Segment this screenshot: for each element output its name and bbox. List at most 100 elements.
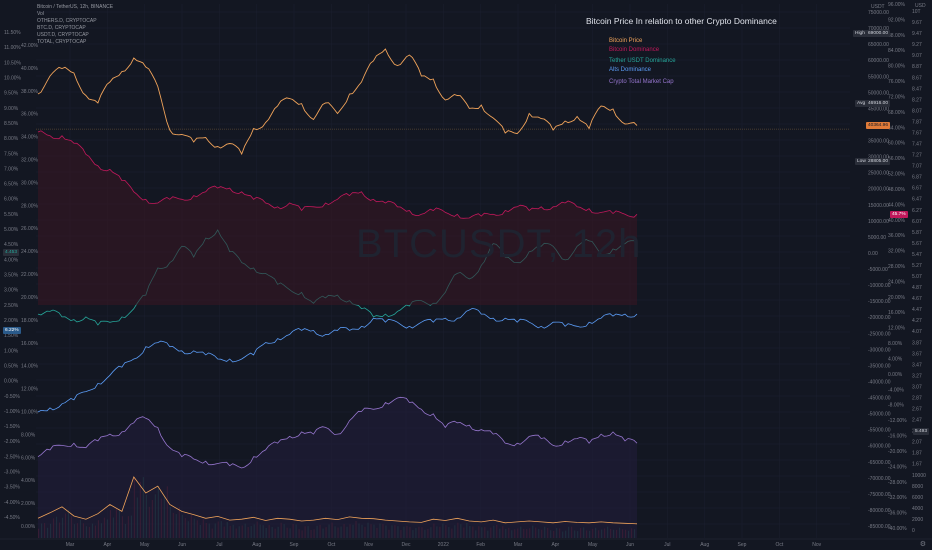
axis-left-outer-tick: 6.50% (4, 182, 19, 188)
axis-price-tick: -35000.00 (868, 363, 891, 369)
axis-pct-tick: 0.00% (888, 372, 903, 378)
axis-price-tick: 55000.00 (868, 74, 889, 80)
axis-pct-tick: 96.00% (888, 2, 906, 8)
indicator-legend-vol[interactable]: Vol (37, 11, 44, 17)
annotation-alts-dominance: Alts Dominance (609, 67, 652, 73)
axis-left-outer-tick: 1.50% (4, 333, 19, 339)
axis-pct-tick: 76.00% (888, 79, 906, 85)
axis-price-tick: -55000.00 (868, 428, 891, 434)
axis-price-tick: 25000.00 (868, 171, 889, 177)
axis-pct-tick: 20.00% (888, 295, 906, 301)
axis-usd-tick: 3.47 (912, 362, 922, 368)
axis-price-tick: -75000.00 (868, 492, 891, 498)
axis-left-outer-tick: 1.00% (4, 348, 19, 354)
x-tick-label: May (140, 542, 150, 548)
x-tick-label: Aug (700, 542, 709, 548)
axis-left-outer-tick: 2.00% (4, 318, 19, 324)
x-tick-label: Dec (402, 542, 411, 548)
axis-price-tick: -85000.00 (868, 524, 891, 530)
axis-usd-tick: 7.87 (912, 119, 922, 125)
axis-price-tick: 10000.00 (868, 219, 889, 225)
settings-gear-icon[interactable]: ⚙ (919, 541, 926, 548)
axis-usd-tick: 6.07 (912, 219, 922, 225)
axis-usd-tick: 4.07 (912, 329, 922, 335)
indicator-legend-btcd[interactable]: BTC.D, CRYPTOCAP (37, 25, 86, 31)
axis-left-inner-tick: 6.00% (21, 455, 36, 461)
axis-price-tick: 70000.00 (868, 26, 889, 32)
x-tick-label: Sep (290, 542, 299, 548)
axis-usd-tick: 8000 (912, 484, 923, 490)
annotation-title: Bitcoin Price In relation to other Crypt… (586, 16, 777, 26)
crypto-total-market-cap-line (37, 396, 638, 469)
axis-price-tick: 15000.00 (868, 203, 889, 209)
axis-usd-tick: 1.87 (912, 451, 922, 457)
indicator-legend-total[interactable]: TOTAL, CRYPTOCAP (37, 39, 87, 45)
axis-usd-tick: 7.67 (912, 130, 922, 136)
usd-axis[interactable]: 10T 9.67 9.47 9.27 9.07 8.87 8.67 8.47 8.27 8.07 7… (912, 3, 926, 534)
indicator-legend-others[interactable]: OTHERS.D, CRYPTOCAP (37, 18, 97, 24)
axis-pct-tick: -32.00% (888, 495, 907, 501)
axis-pct-tick: 72.00% (888, 94, 906, 100)
axis-left-inner-tick: 28.00% (21, 203, 39, 209)
price-axis[interactable]: 75000.00 70000.00 65000.00 60000.00 55000.00… (868, 4, 891, 530)
symbol-legend[interactable]: Bitcoin / TetherUS, 12h, BINANCE (37, 4, 114, 10)
axis-price-tick: -20000.00 (868, 315, 891, 321)
axis-usd-tick: 4.27 (912, 318, 922, 324)
axis-pct-tick: 12.00% (888, 326, 906, 332)
axis-price-tick: 30000.00 (868, 155, 889, 161)
axis-left-outer-tick: 6.00% (4, 197, 19, 203)
axis-left-outer-tick: 3.50% (4, 273, 19, 279)
left-inner-axis: 42.00% 40.00% 38.00% 36.00% 34.00% 32.00% 30.0… (21, 43, 39, 530)
axis-left-outer-tick: 2.50% (4, 303, 19, 309)
axis-pct-tick: 4.00% (888, 356, 903, 362)
x-tick-label: Apr (103, 542, 111, 548)
axis-usd-tick: 5.07 (912, 274, 922, 280)
axis-left-inner-tick: 2.00% (21, 501, 36, 507)
axis-pct-tick: 92.00% (888, 17, 906, 23)
axis-left-inner-tick: 38.00% (21, 89, 39, 95)
axis-usd-tick: 6.47 (912, 197, 922, 203)
annotation-bitcoin-dominance: Bitcoin Dominance (609, 47, 660, 53)
x-tick-label: May (588, 542, 598, 548)
axis-left-outer-tick: -4.50% (4, 515, 20, 521)
axis-left-outer-tick: 7.50% (4, 151, 19, 157)
axis-left-outer-tick: -1.50% (4, 424, 20, 430)
axis-left-inner-tick: 40.00% (21, 66, 39, 72)
axis-pct-tick: 60.00% (888, 141, 906, 147)
axis-usd-tick: 6.87 (912, 175, 922, 181)
axis-price-tick: -25000.00 (868, 331, 891, 337)
axis-usd-tick: 5.47 (912, 252, 922, 258)
axis-left-inner-tick: 8.00% (21, 432, 36, 438)
x-tick-label: 2022 (438, 542, 449, 548)
axis-price-tick: 75000.00 (868, 10, 889, 16)
axis-usd-tick: 4000 (912, 506, 923, 512)
left-axis-tag: 4.453 (3, 249, 20, 256)
axis-pct-tick: -36.00% (888, 511, 907, 517)
axis-left-outer-tick: 4.50% (4, 242, 19, 248)
axis-pct-tick: 28.00% (888, 264, 906, 270)
axis-pct-tick: 84.00% (888, 48, 906, 54)
high-label: High (853, 30, 867, 37)
axis-usd-tick: 6000 (912, 495, 923, 501)
alts-dominance-tag: 6.22% (3, 327, 21, 334)
axis-left-inner-tick: 30.00% (21, 180, 39, 186)
axis-usd-tick: 2.47 (912, 418, 922, 424)
bitcoin-dominance-line (37, 130, 638, 219)
x-tick-label: Aug (252, 542, 261, 548)
current-price-tag: 40364.96 (866, 122, 891, 129)
axis-left-outer-tick: -1.00% (4, 409, 20, 415)
axis-usd-tick: 5.27 (912, 263, 922, 269)
axis-usd-tick: 9.07 (912, 53, 922, 59)
axis-left-outer-tick: 8.00% (4, 136, 19, 142)
indicator-legend-usdt[interactable]: USDT.D, CRYPTOCAP (37, 32, 89, 38)
time-axis[interactable]: Mar Apr May Jun Jul Aug Sep Oct Nov Dec 2022 Feb Mar… (0, 538, 932, 548)
annotation-bitcoin-price: Bitcoin Price (609, 38, 643, 44)
axis-pct-tick: -28.00% (888, 480, 907, 486)
axis-left-inner-tick: 26.00% (21, 226, 39, 232)
axis-price-tick: 20000.00 (868, 187, 889, 193)
axis-left-outer-tick: 9.00% (4, 106, 19, 112)
axis-price-tick: 50000.00 (868, 90, 889, 96)
percent-axis[interactable]: 96.00% 92.00% 88.00% 84.00% 80.00% 76.00% 72.0… (888, 2, 907, 532)
axis-usd-tick: 10T (912, 9, 921, 15)
